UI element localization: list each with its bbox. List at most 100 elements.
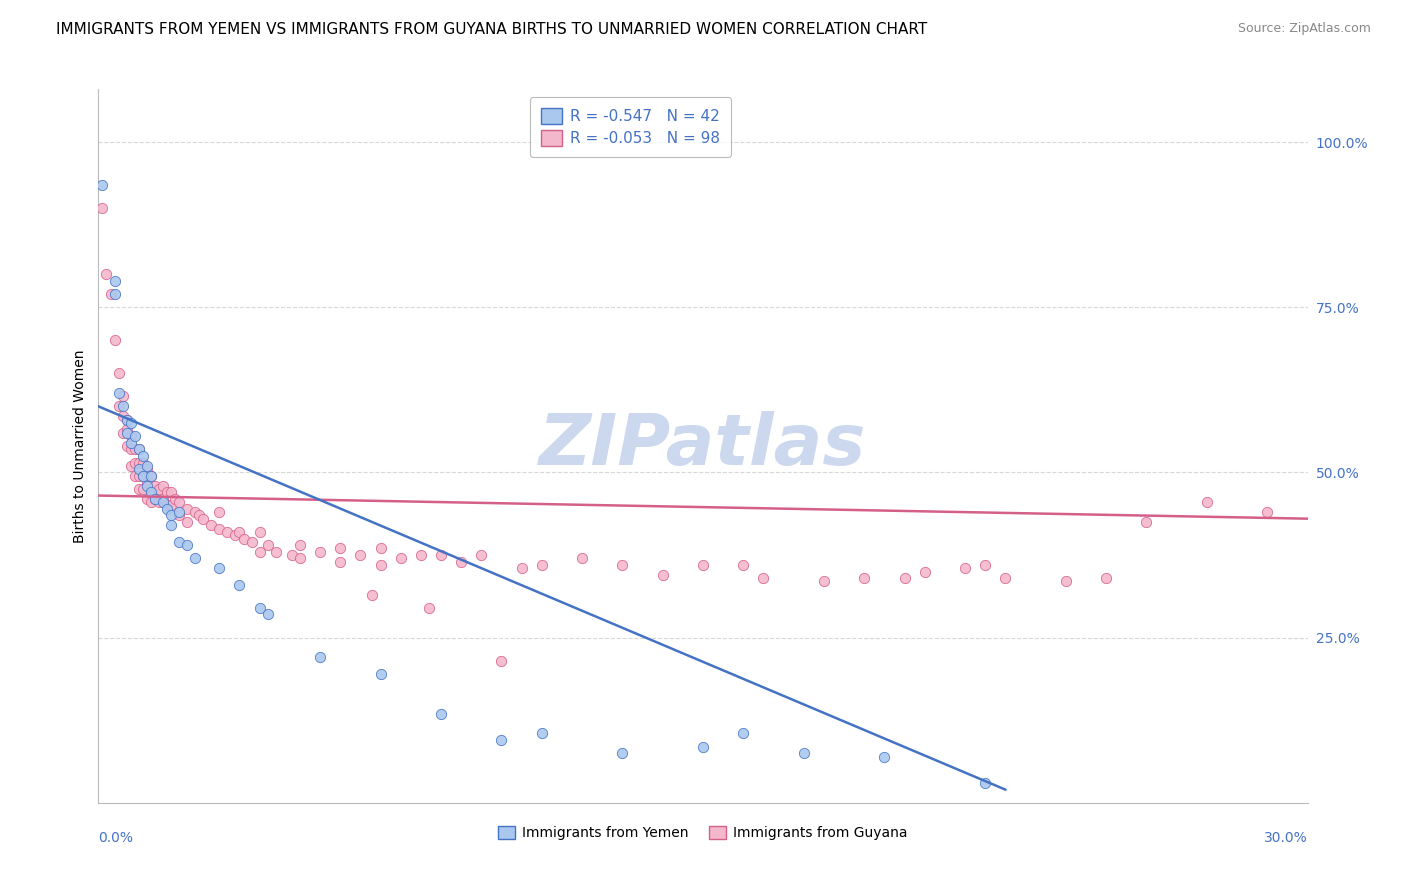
Point (329, 555, 352, 569)
Point (160, 518, 183, 533)
Point (813, 574, 835, 589)
Point (124, 442, 146, 457)
Point (470, 548, 492, 562)
Point (115, 439, 138, 453)
Point (128, 442, 150, 457)
Point (132, 468, 155, 483)
Point (156, 499, 179, 513)
Text: 30.0%: 30.0% (1264, 831, 1308, 846)
Point (281, 548, 304, 562)
Point (288, 551, 311, 566)
Point (418, 600, 440, 615)
Point (1135, 515, 1157, 529)
Point (128, 462, 150, 476)
Point (103, 274, 125, 288)
Point (120, 442, 142, 457)
Point (132, 482, 155, 496)
Point (128, 482, 150, 496)
Point (103, 287, 125, 301)
Point (249, 524, 271, 539)
Point (733, 726, 755, 740)
Point (152, 478, 174, 492)
Point (450, 555, 472, 569)
Point (132, 449, 155, 463)
Point (491, 654, 513, 668)
Point (139, 468, 162, 483)
Point (224, 528, 246, 542)
Point (974, 558, 997, 572)
Point (163, 491, 186, 506)
Point (1195, 495, 1218, 509)
Point (249, 545, 271, 559)
Point (111, 400, 134, 414)
Point (873, 749, 896, 764)
Point (853, 571, 876, 585)
Point (612, 558, 634, 572)
Point (228, 524, 250, 539)
Point (184, 505, 207, 519)
Point (143, 491, 166, 506)
Point (160, 508, 183, 523)
Point (128, 456, 150, 470)
Point (152, 491, 174, 506)
Point (228, 578, 250, 592)
Point (115, 425, 138, 440)
Point (107, 386, 129, 401)
Point (139, 485, 162, 500)
Point (176, 501, 198, 516)
Point (793, 746, 815, 760)
Point (200, 518, 222, 533)
Point (240, 534, 263, 549)
Point (91, 201, 114, 215)
Point (530, 558, 553, 572)
Point (370, 558, 392, 572)
Point (167, 534, 190, 549)
Point (100, 287, 122, 301)
Point (288, 538, 311, 552)
Point (1054, 574, 1077, 589)
Point (370, 667, 392, 681)
Point (953, 561, 976, 575)
Point (124, 429, 146, 443)
Point (1256, 505, 1278, 519)
Point (167, 508, 190, 523)
Point (132, 456, 155, 470)
Point (120, 429, 142, 443)
Point (115, 412, 138, 426)
Point (491, 733, 513, 747)
Text: IMMIGRANTS FROM YEMEN VS IMMIGRANTS FROM GUYANA BIRTHS TO UNMARRIED WOMEN CORREL: IMMIGRANTS FROM YEMEN VS IMMIGRANTS FROM… (56, 22, 928, 37)
Point (571, 551, 593, 566)
Point (256, 607, 278, 622)
Point (994, 571, 1017, 585)
Point (974, 776, 997, 790)
Point (752, 571, 775, 585)
Point (530, 726, 553, 740)
Point (430, 706, 453, 721)
Point (135, 491, 157, 506)
Point (135, 475, 157, 490)
Point (132, 468, 155, 483)
Point (160, 499, 183, 513)
Point (232, 532, 254, 546)
Point (139, 482, 162, 496)
Point (167, 505, 190, 519)
Point (264, 545, 287, 559)
Point (139, 495, 162, 509)
Point (115, 412, 138, 426)
Point (156, 485, 179, 500)
Point (167, 495, 190, 509)
Point (692, 739, 714, 754)
Point (510, 561, 533, 575)
Point (148, 495, 170, 509)
Text: Source: ZipAtlas.com: Source: ZipAtlas.com (1237, 22, 1371, 36)
Point (128, 468, 150, 483)
Point (430, 548, 453, 562)
Point (651, 567, 673, 582)
Point (370, 541, 392, 556)
Point (135, 462, 157, 476)
Point (256, 538, 278, 552)
Point (217, 524, 239, 539)
Point (193, 511, 215, 525)
Point (111, 389, 134, 403)
Point (914, 565, 936, 579)
